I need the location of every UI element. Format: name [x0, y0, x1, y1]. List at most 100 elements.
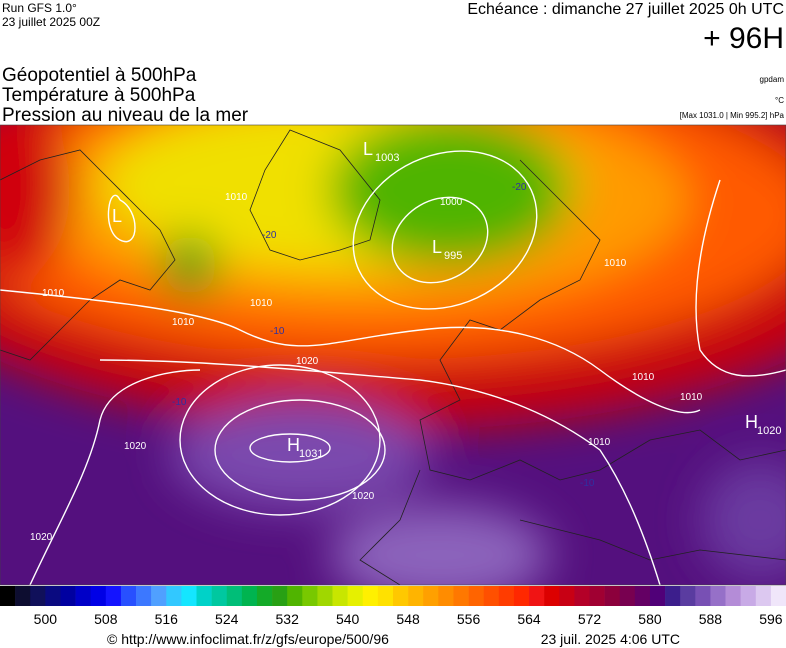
- unit: gpdam: [760, 75, 785, 84]
- colorbar-swatch: [60, 586, 76, 606]
- map-frame: [0, 124, 786, 586]
- unit: °C: [775, 96, 784, 105]
- colorbar-swatch: [362, 586, 379, 606]
- center-symbol: L: [112, 206, 122, 226]
- colorbar-swatch: [226, 586, 243, 606]
- center-symbol: L: [363, 139, 373, 159]
- colorbar-swatch: [498, 586, 515, 606]
- colorbar-swatch: [755, 586, 772, 606]
- colorbar-swatch: [408, 586, 424, 606]
- colorbar-swatch: [75, 586, 91, 606]
- layer: Température à 500hPa: [2, 85, 196, 106]
- lead-time: + 96H: [703, 22, 784, 55]
- colorbar-swatch: [166, 586, 182, 606]
- colorbar-swatch: [665, 586, 681, 606]
- temperature-label: -10: [580, 478, 595, 489]
- colorbar-label: 540: [336, 611, 360, 627]
- colorbar-swatch: [513, 586, 530, 606]
- colorbar-swatch: [120, 586, 137, 606]
- isobar-label: 1020: [352, 491, 375, 502]
- isobar-label: 1010: [588, 437, 611, 448]
- colorbar-swatch: [15, 586, 31, 606]
- layer: Géopotentiel à 500hPa: [2, 65, 197, 86]
- center-symbol: H: [745, 412, 758, 432]
- colorbar-swatch: [287, 586, 303, 606]
- center-symbol: L: [432, 237, 442, 257]
- colorbar-label: 596: [759, 611, 783, 627]
- isobar-label: 1010: [680, 392, 703, 403]
- run: Run GFS 1.0°: [2, 1, 77, 15]
- center-symbol: H: [287, 435, 300, 455]
- isobar-label: 1010: [172, 317, 195, 328]
- colorbar-swatch: [377, 586, 394, 606]
- colorbar-swatch: [483, 586, 500, 606]
- colorbar-swatch: [211, 586, 228, 606]
- footer-url: © http://www.infoclimat.fr/z/gfs/europe/…: [107, 631, 389, 647]
- colorbar-swatch: [393, 586, 409, 606]
- temperature-label: -10: [270, 326, 285, 337]
- colorbar-swatch: [619, 586, 636, 606]
- colorbar-swatch: [438, 586, 454, 606]
- isobar-label: 1010: [604, 258, 627, 269]
- colorbar-swatch: [529, 586, 545, 606]
- colorbar-swatch: [740, 586, 757, 606]
- unit: [Max 1031.0 | Min 995.2] hPa: [680, 111, 785, 120]
- colorbar-swatch: [302, 586, 318, 606]
- map: [0, 125, 786, 585]
- colorbar-label: 580: [638, 611, 662, 627]
- colorbar-swatch: [136, 586, 152, 606]
- colorbar-swatch: [30, 586, 46, 606]
- colorbar-swatch: [347, 586, 364, 606]
- isobar-label: 1020: [296, 356, 319, 367]
- colorbar-swatch: [423, 586, 439, 606]
- isobar-label: 1010: [42, 288, 65, 299]
- center-value: 1031: [299, 448, 323, 460]
- colorbar-swatch: [710, 586, 726, 606]
- temperature-label: -20: [262, 230, 277, 241]
- colorbar-label: 556: [457, 611, 481, 627]
- center-value: 995: [444, 250, 462, 262]
- colorbar-label: 500: [34, 611, 58, 627]
- colorbar-label: 572: [578, 611, 602, 627]
- colorbar-swatch: [695, 586, 711, 606]
- colorbar-swatch: [453, 586, 469, 606]
- colorbar-swatch: [241, 586, 258, 606]
- colorbar-swatch: [90, 586, 107, 606]
- temperature-label: -10: [172, 397, 187, 408]
- colorbar-swatch: [604, 586, 621, 606]
- center-value: 1003: [375, 152, 399, 164]
- isobar-label: 1020: [124, 441, 147, 452]
- footer-time: 23 juil. 2025 4:06 UTC: [541, 631, 680, 647]
- colorbar-swatch: [544, 586, 560, 606]
- center-value: 1020: [757, 425, 781, 437]
- run-date: 23 juillet 2025 00Z: [2, 15, 100, 29]
- colorbar-swatch: [589, 586, 605, 606]
- colorbar-swatch: [0, 586, 16, 606]
- colorbar-swatch: [634, 586, 651, 606]
- isobar-label: 1010: [632, 372, 655, 383]
- isobar-label: 1020: [30, 532, 53, 543]
- colorbar-swatch: [317, 586, 333, 606]
- colorbar-swatch: [725, 586, 741, 606]
- colorbar-swatch: [151, 586, 167, 606]
- colorbar-swatch: [196, 586, 212, 606]
- temperature-label: -20: [512, 182, 527, 193]
- colorbar-swatch: [45, 586, 61, 606]
- colorbar-swatch: [256, 586, 273, 606]
- isobar-label: 1010: [250, 298, 273, 309]
- colorbar-swatch: [181, 586, 197, 606]
- layer: Pression au niveau de la mer: [2, 105, 249, 126]
- colorbar-label: 524: [215, 611, 239, 627]
- colorbar-swatch: [559, 586, 575, 606]
- colorbar-swatch: [332, 586, 348, 606]
- colorbar-label: 564: [517, 611, 541, 627]
- colorbar-label: 516: [155, 611, 179, 627]
- colorbar-label: 508: [94, 611, 118, 627]
- colorbar-swatch: [468, 586, 484, 606]
- colorbar-swatch: [574, 586, 590, 606]
- colorbar-swatch: [105, 586, 122, 606]
- colorbar-label: 532: [276, 611, 300, 627]
- isobar-label: 1010: [225, 192, 248, 203]
- colorbar-swatch: [649, 586, 666, 606]
